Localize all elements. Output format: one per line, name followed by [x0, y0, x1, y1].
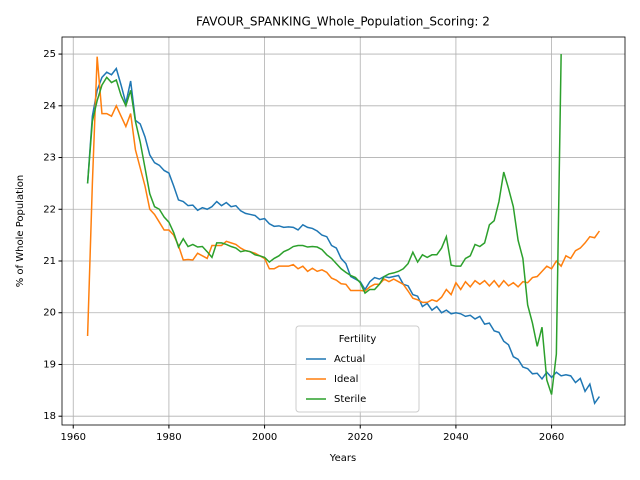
x-tick-label: 1980 — [156, 432, 181, 443]
legend-label: Sterile — [334, 394, 366, 405]
y-tick-label: 23 — [43, 153, 56, 164]
y-tick-label: 22 — [43, 204, 56, 215]
x-tick-label: 1960 — [61, 432, 86, 443]
legend-label: Actual — [334, 354, 365, 365]
y-tick-label: 24 — [43, 101, 56, 112]
x-axis-label: Years — [329, 453, 356, 464]
legend-label: Ideal — [334, 374, 358, 385]
x-tick-label: 2020 — [348, 432, 373, 443]
y-axis-label: % of Whole Population — [15, 175, 26, 288]
chart-title: FAVOUR_SPANKING_Whole_Population_Scoring… — [196, 15, 490, 29]
y-tick-label: 25 — [43, 49, 56, 60]
legend-title: Fertility — [339, 334, 377, 345]
legend-box — [295, 325, 420, 413]
x-tick-label: 2060 — [539, 432, 564, 443]
line-series — [86, 66, 601, 406]
y-tick-label: 21 — [43, 256, 56, 267]
y-tick-label: 20 — [43, 308, 56, 319]
x-tick-label: 2000 — [252, 432, 277, 443]
x-tick-label: 2040 — [443, 432, 468, 443]
line-series — [86, 54, 562, 395]
y-tick-label: 19 — [43, 359, 56, 370]
line-series — [86, 56, 601, 337]
y-tick-label: 18 — [43, 411, 56, 422]
plot-frame — [61, 36, 626, 426]
